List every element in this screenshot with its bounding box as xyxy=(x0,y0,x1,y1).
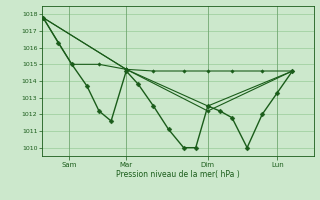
X-axis label: Pression niveau de la mer( hPa ): Pression niveau de la mer( hPa ) xyxy=(116,170,239,179)
